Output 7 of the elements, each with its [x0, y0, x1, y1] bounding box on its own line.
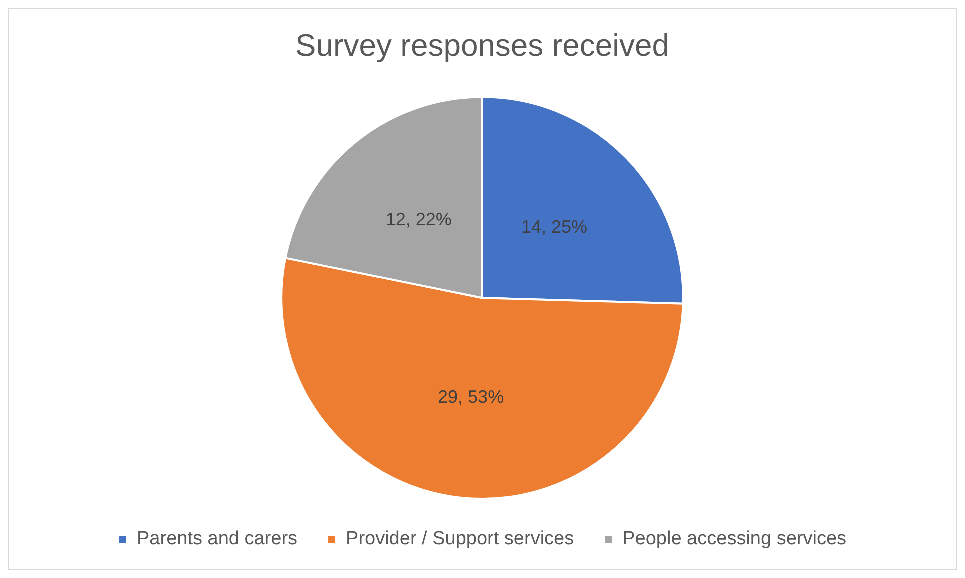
- data-label: 12, 22%: [386, 209, 452, 230]
- chart-title: Survey responses received: [296, 28, 670, 64]
- data-label: 29, 53%: [438, 386, 504, 407]
- legend-label: Provider / Support services: [346, 528, 574, 550]
- legend-label: People accessing services: [622, 528, 847, 550]
- data-label: 14, 25%: [522, 217, 588, 238]
- legend-label: Parents and carers: [136, 528, 298, 550]
